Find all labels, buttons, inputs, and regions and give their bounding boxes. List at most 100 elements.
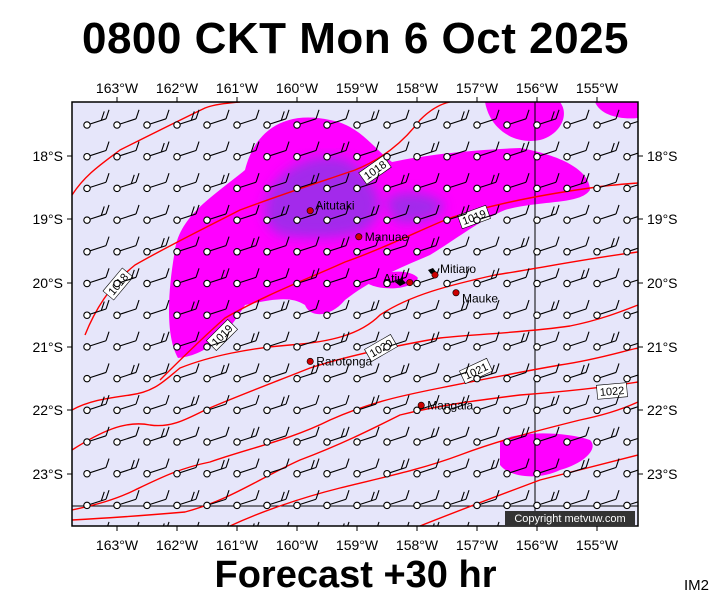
wind-barb [503,268,530,288]
wind-barb [323,363,350,383]
wind-barb [143,458,170,478]
wind-barb [443,331,470,351]
wind-barb [203,268,230,288]
wind-barb [503,236,530,256]
wind-barb [497,521,500,526]
lon-label: 161°W [216,537,259,553]
wind-barb [413,299,440,319]
wind-barb [173,331,200,351]
wind-barb [593,331,620,351]
wind-barb [533,236,560,256]
copyright-badge: Copyright metvuw.com [505,511,635,526]
wind-barb [353,331,380,351]
wind-barb [113,490,140,510]
lat-labels-right: 18°S 19°S 20°S 21°S 22°S 23°S [647,148,678,482]
wind-barb [623,184,638,193]
lon-label: 155°W [576,537,619,553]
wind-barb [443,426,470,446]
wind-barb [443,236,470,256]
wind-barb [162,521,170,526]
town-dot [406,279,414,287]
town-name: Aitutaki [315,199,354,213]
wind-barb [227,521,230,526]
wind-barb [143,268,170,288]
wind-barb [443,458,470,478]
wind-barb [563,109,590,129]
wind-barb [293,109,320,129]
wind-barb [293,173,320,193]
wind-barb [203,141,230,161]
wind-barb [383,299,410,319]
wind-barb [113,394,140,415]
wind-barb [203,299,230,319]
wind-barb [533,141,560,161]
wind-barb [263,458,290,478]
wind-barb [563,394,590,415]
wind-barb [623,437,638,446]
wind-barb [113,204,140,224]
wind-barb [353,490,380,510]
wind-barb [113,109,140,129]
wind-barb [353,141,380,161]
wind-barb [113,363,140,383]
lat-label: 22°S [647,402,678,418]
town-dot [417,401,425,409]
wind-barb [593,299,620,319]
lon-labels-top: 163°W 162°W 161°W 160°W 159°W 158°W 157°… [96,80,619,96]
wind-barb [623,342,638,351]
wind-barb [623,279,638,288]
wind-barb [533,394,560,415]
wind-barb [593,363,620,383]
wind-barb [203,490,230,510]
lat-label: 21°S [32,339,63,355]
lon-label: 160°W [276,80,319,96]
wind-barb [293,141,320,161]
wind-barb [263,173,290,193]
wind-barb [233,236,260,256]
wind-barb [563,458,590,478]
wind-barb [473,236,500,256]
wind-barb [113,268,140,288]
town-dot [355,233,363,241]
wind-barb [203,331,230,351]
town-mangaia: Mangaia [417,398,474,412]
wind-barb [263,109,290,129]
map-title: 0800 CKT Mon 6 Oct 2025 [81,14,630,63]
wind-barb [533,490,560,510]
wind-barb [353,173,380,193]
wind-barb [113,173,140,193]
wind-barb [443,204,470,224]
wind-barb [383,331,410,351]
wind-barb [443,141,470,161]
lon-label: 157°W [456,537,499,553]
wind-barb [233,299,260,319]
wind-barb [443,109,470,129]
wind-barb [563,363,590,383]
wind-barb [83,394,110,415]
wind-barb [407,521,410,526]
wind-barb [293,363,320,383]
wind-barb [623,406,638,415]
copyright-text: Copyright metvuw.com [514,513,625,525]
wind-barb [563,204,590,224]
isobar-label: 1022 [599,385,624,399]
wind-barb [377,521,380,526]
lat-label: 18°S [32,148,63,164]
wind-barb [503,141,530,161]
wind-barb [473,426,500,446]
lon-label: 157°W [456,80,499,96]
wind-barb [563,141,590,161]
wind-barb [623,311,638,319]
wind-barb [473,173,500,193]
wind-barb [473,109,500,129]
wind-barb [432,521,440,526]
wind-barb [143,331,170,351]
wind-barb [563,299,590,319]
lat-label: 20°S [32,275,63,291]
town-name: Manuae [365,230,409,244]
wind-barb [563,426,590,446]
wind-barb [563,490,590,510]
wind-barb [143,173,170,193]
wind-barb [263,363,290,383]
town-dot [306,357,314,365]
